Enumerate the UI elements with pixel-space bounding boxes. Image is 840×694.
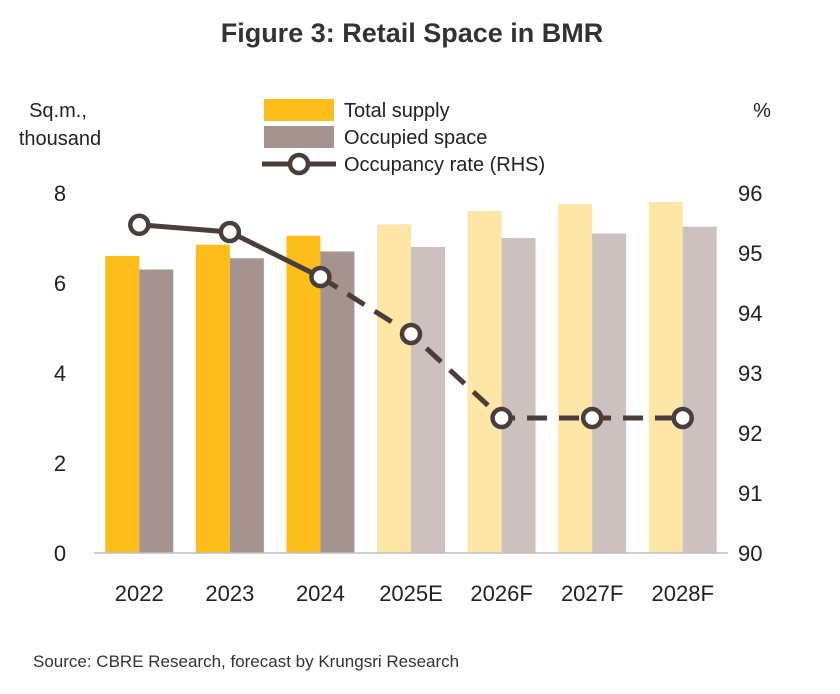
- bar-total-supply-2026f: [467, 211, 502, 553]
- right-axis-ticks: 90 91 92 93 94 95 96: [738, 181, 762, 566]
- legend-label-occupied-space: Occupied space: [344, 127, 487, 149]
- source-note: Source: CBRE Research, forecast by Krung…: [33, 652, 460, 671]
- bar-occupied-space-2023: [229, 258, 264, 553]
- occupancy-point-2022: [128, 213, 151, 237]
- occupancy-line-group: [128, 213, 694, 430]
- bar-total-supply-2024: [286, 235, 321, 553]
- x-axis-categories: 2022 2023 2024 2025E 2026F 2027F 2028F: [115, 581, 714, 606]
- occupancy-point-2028f: [671, 406, 694, 430]
- right-tick-label: 90: [738, 541, 762, 566]
- right-tick-label: 91: [738, 481, 762, 506]
- legend-label-occupancy-rate-rhs: Occupancy rate (RHS): [344, 154, 545, 176]
- bar-occupied-space-2024: [320, 251, 355, 553]
- legend-swatch-total-supply: [264, 99, 334, 121]
- occupancy-point-2026f: [490, 406, 513, 430]
- bar-total-supply-2022: [105, 256, 140, 553]
- left-tick-label: 2: [54, 451, 66, 476]
- occupancy-point-2027f: [580, 406, 604, 430]
- bar-total-supply-2023: [195, 244, 230, 553]
- category-label: 2022: [115, 581, 164, 606]
- right-tick-label: 93: [738, 361, 762, 386]
- left-tick-label: 8: [54, 181, 66, 206]
- right-tick-label: 96: [738, 181, 762, 206]
- bar-total-supply-2028f: [648, 202, 683, 553]
- category-label: 2025E: [379, 581, 443, 606]
- bar-total-supply-2025e: [377, 224, 411, 553]
- bar-occupied-space-2025e: [411, 247, 445, 553]
- left-tick-label: 6: [54, 271, 66, 296]
- left-tick-label: 0: [54, 541, 66, 566]
- legend-label-total-supply: Total supply: [344, 100, 450, 122]
- category-label: 2028F: [652, 581, 714, 606]
- chart-legend: Total supply Occupied space Occupancy rate…: [262, 99, 545, 176]
- category-label: 2023: [205, 581, 254, 606]
- left-axis-ticks: 0 2 4 6 8: [54, 181, 66, 566]
- legend-marker-occupancy-rate-rhs: [287, 152, 311, 176]
- right-axis-unit: %: [753, 100, 771, 122]
- left-axis-unit-line1: Sq.m.,: [29, 100, 87, 122]
- category-label: 2024: [296, 581, 345, 606]
- bar-occupied-space-2022: [139, 269, 174, 553]
- category-label: 2026F: [470, 581, 532, 606]
- bars-group: [105, 202, 717, 553]
- legend-swatch-occupied-space: [264, 126, 334, 148]
- right-tick-label: 94: [738, 301, 762, 326]
- right-tick-label: 95: [738, 241, 762, 266]
- bar-occupied-space-2028f: [682, 226, 717, 553]
- occupancy-point-2025e: [399, 322, 423, 346]
- occupancy-point-2023: [218, 220, 242, 244]
- right-tick-label: 92: [738, 421, 762, 446]
- occupancy-point-2024: [309, 265, 332, 289]
- bar-total-supply-2027f: [558, 204, 593, 553]
- bar-occupied-space-2027f: [592, 233, 627, 553]
- left-axis-unit-line2: thousand: [19, 128, 101, 150]
- bar-occupied-space-2026f: [501, 238, 536, 553]
- category-label: 2027F: [561, 581, 623, 606]
- chart-title: Figure 3: Retail Space in BMR: [221, 18, 604, 48]
- left-tick-label: 4: [54, 361, 66, 386]
